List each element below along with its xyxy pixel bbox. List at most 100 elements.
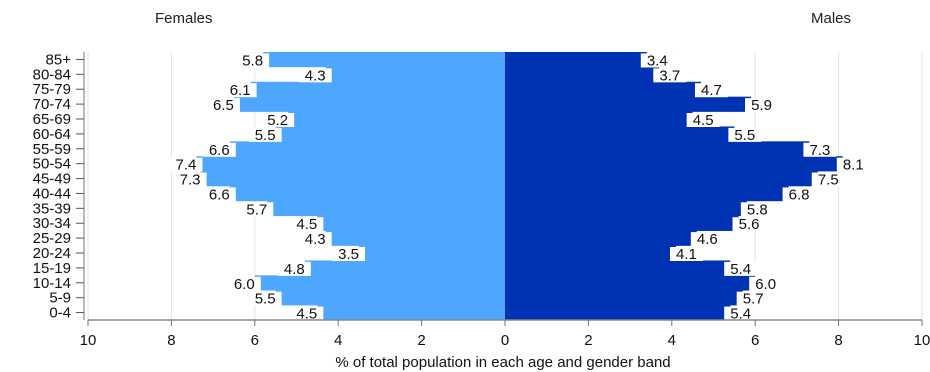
age-band-label: 75-79 xyxy=(33,81,71,98)
age-band-label: 25-29 xyxy=(33,230,71,247)
bar-female xyxy=(196,156,506,172)
female-label-box xyxy=(173,172,207,187)
female-label-box xyxy=(332,247,366,261)
female-value-label: 4.5 xyxy=(296,306,317,323)
female-value-label: 7.4 xyxy=(175,157,196,174)
age-band-label: 10-14 xyxy=(33,275,71,292)
x-tick-label: 8 xyxy=(834,332,842,349)
bar-female xyxy=(275,290,505,306)
female-label-box xyxy=(290,306,324,321)
female-label-box xyxy=(277,261,311,276)
female-value-label: 4.3 xyxy=(305,231,326,248)
bar-male xyxy=(505,111,693,127)
male-label-box xyxy=(811,172,845,187)
female-label-box xyxy=(202,187,236,202)
x-tick-label: 6 xyxy=(751,332,759,349)
bar-male xyxy=(505,141,810,157)
female-label-box xyxy=(169,157,203,172)
bar-female xyxy=(304,260,505,276)
female-label-box xyxy=(261,113,295,127)
female-value-label: 5.5 xyxy=(255,127,276,144)
legend-females: Females xyxy=(155,10,213,27)
female-value-label: 5.8 xyxy=(242,52,263,69)
male-label-box xyxy=(803,142,837,157)
male-value-label: 5.9 xyxy=(751,97,772,114)
male-value-label: 3.7 xyxy=(659,67,680,84)
female-value-label: 5.2 xyxy=(267,112,288,129)
male-value-label: 7.3 xyxy=(809,142,830,159)
male-label-box xyxy=(782,187,816,202)
female-label-box xyxy=(298,68,332,83)
male-value-label: 5.4 xyxy=(730,306,751,323)
bar-female xyxy=(250,81,505,97)
age-band-label: 60-64 xyxy=(33,126,71,143)
bar-male xyxy=(505,126,735,142)
female-value-label: 6.6 xyxy=(209,142,230,159)
female-value-label: 7.3 xyxy=(180,172,201,189)
male-label-box xyxy=(728,127,762,142)
bar-female xyxy=(200,171,505,187)
bar-male xyxy=(505,156,843,172)
male-value-label: 8.1 xyxy=(843,157,864,174)
x-tick-label: 10 xyxy=(914,332,930,349)
bar-female xyxy=(275,126,505,142)
bar-male xyxy=(505,66,660,83)
age-band-label: 85+ xyxy=(46,51,72,68)
female-value-label: 6.5 xyxy=(213,97,234,114)
bar-female xyxy=(325,230,505,246)
male-label-box xyxy=(836,157,870,172)
age-band-label: 50-54 xyxy=(33,156,71,173)
bar-female xyxy=(229,186,505,202)
bar-female xyxy=(233,96,505,112)
bar-female xyxy=(267,200,505,217)
male-value-label: 4.1 xyxy=(676,246,697,263)
male-value-label: 7.5 xyxy=(818,172,839,189)
age-band-label: 30-34 xyxy=(33,215,71,232)
bar-female xyxy=(263,52,505,68)
female-label-box xyxy=(202,142,236,157)
age-band-label: 35-39 xyxy=(33,200,71,217)
bar-female xyxy=(317,305,505,321)
bar-male xyxy=(505,81,701,97)
bar-male xyxy=(505,52,647,68)
male-label-box xyxy=(686,113,720,127)
bar-female xyxy=(317,215,505,231)
legend-males: Males xyxy=(811,10,852,27)
male-label-box xyxy=(669,247,703,261)
x-tick-label: 2 xyxy=(584,332,592,349)
bar-male xyxy=(505,171,818,187)
female-value-label: 4.8 xyxy=(284,261,305,278)
male-label-box xyxy=(732,217,766,232)
male-label-box xyxy=(653,68,687,83)
bar-male xyxy=(505,96,752,112)
bar-female xyxy=(325,66,505,83)
female-label-box xyxy=(227,276,261,291)
female-value-label: 6.0 xyxy=(234,276,255,293)
age-band-label: 40-44 xyxy=(33,185,71,202)
male-label-box xyxy=(745,98,779,113)
female-label-box xyxy=(248,127,282,142)
male-label-box xyxy=(736,291,770,306)
male-value-label: 5.6 xyxy=(739,216,760,233)
male-value-label: 5.5 xyxy=(734,127,755,144)
x-tick-label: 4 xyxy=(668,332,676,349)
female-label-box xyxy=(290,217,324,232)
bar-male xyxy=(505,245,676,261)
female-value-label: 6.1 xyxy=(230,82,251,99)
x-axis-title: % of total population in each age and ge… xyxy=(335,354,670,371)
male-value-label: 6.0 xyxy=(755,276,776,293)
female-value-label: 4.5 xyxy=(296,216,317,233)
age-band-label: 15-19 xyxy=(33,260,71,277)
male-value-label: 5.7 xyxy=(743,291,764,308)
male-value-label: 4.7 xyxy=(701,82,722,99)
bar-male xyxy=(505,275,756,291)
age-band-label: 70-74 xyxy=(33,96,71,113)
male-value-label: 5.8 xyxy=(747,201,768,218)
male-label-box xyxy=(740,202,774,217)
bar-male xyxy=(505,200,747,217)
x-tick-label: 10 xyxy=(80,332,97,349)
male-label-box xyxy=(749,276,783,291)
bar-female xyxy=(229,141,505,157)
x-tick-label: 2 xyxy=(417,332,425,349)
